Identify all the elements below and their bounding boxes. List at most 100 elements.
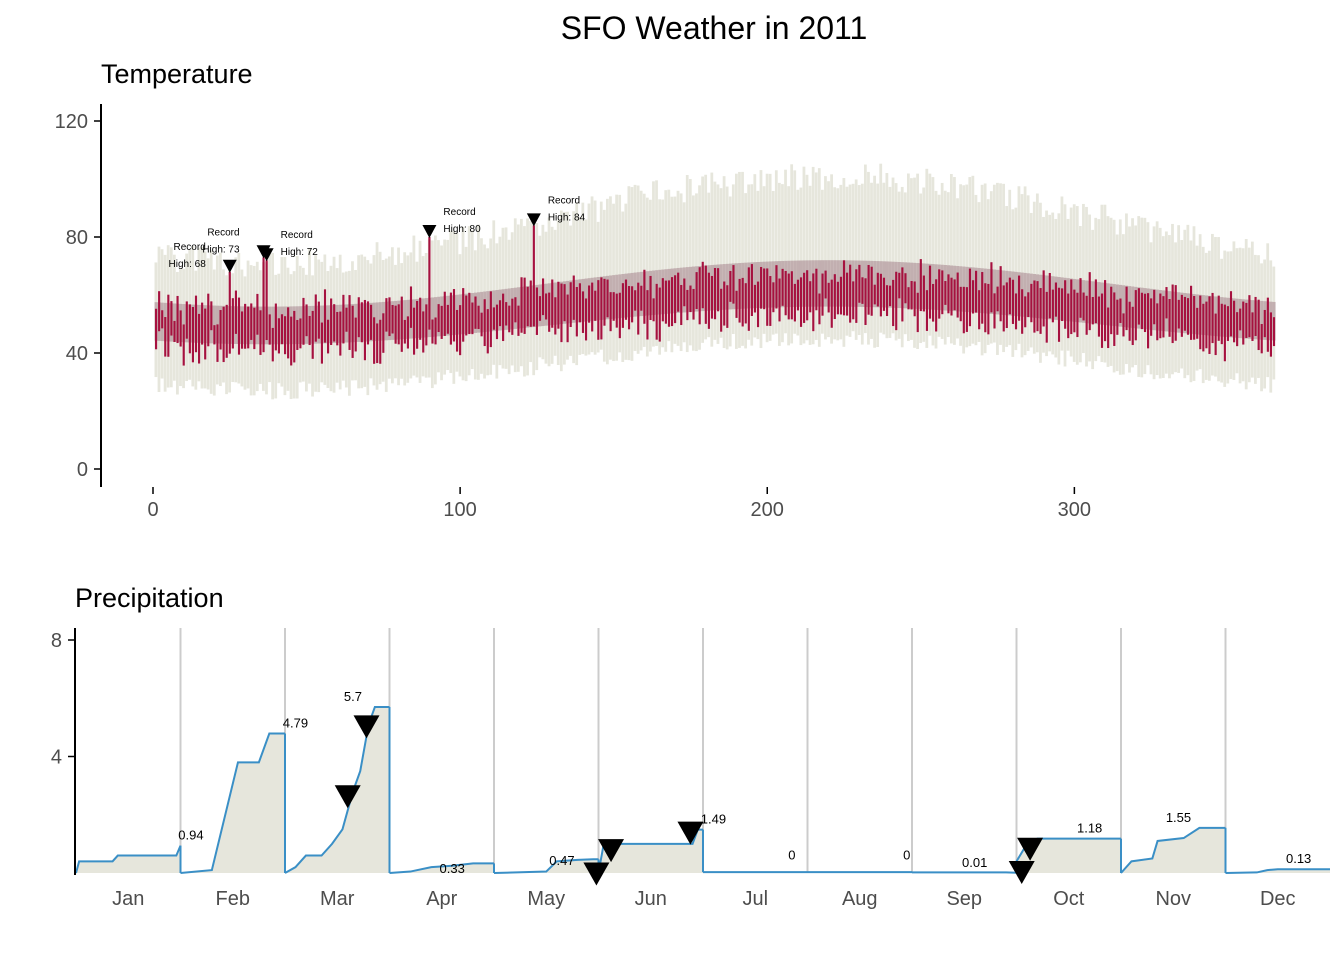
- record-high-marker: [526, 213, 541, 227]
- actual-temperature-bar: [698, 267, 701, 325]
- actual-temperature-bar: [824, 270, 827, 299]
- actual-temperature-bar: [191, 306, 195, 363]
- actual-temperature-bar: [775, 265, 778, 309]
- actual-temperature-bar: [744, 283, 747, 324]
- actual-temperature-bar: [1048, 272, 1051, 319]
- actual-temperature-bar: [455, 309, 459, 352]
- precip-area: [1016, 838, 1121, 873]
- actual-temperature-bar: [419, 297, 422, 340]
- actual-temperature-bar: [336, 311, 339, 346]
- actual-temperature-bar: [293, 310, 296, 363]
- actual-temperature-bar: [154, 308, 158, 350]
- record-range-bar: [1060, 196, 1064, 351]
- normal-range-bar: [1023, 272, 1027, 317]
- actual-temperature-bar: [222, 306, 225, 363]
- actual-temperature-bar: [541, 278, 545, 316]
- actual-temperature-bar: [1226, 306, 1230, 341]
- actual-temperature-bar: [864, 278, 867, 325]
- record-range-bar: [802, 166, 806, 344]
- actual-temperature-bar: [723, 281, 726, 326]
- actual-temperature-bar: [520, 277, 523, 333]
- actual-temperature-bar: [1091, 296, 1094, 325]
- actual-temperature-bar: [431, 319, 434, 344]
- record-range-bar: [774, 170, 778, 334]
- actual-temperature-bar: [505, 302, 508, 326]
- actual-temperature-bar: [1097, 296, 1101, 337]
- actual-temperature-bar: [161, 310, 164, 329]
- actual-temperature-bar: [882, 277, 886, 311]
- record-high-marker: [222, 259, 237, 273]
- precip-record-marker: [1017, 837, 1044, 861]
- precipitation-panel-title: Precipitation: [75, 583, 224, 613]
- actual-temperature-bar: [713, 267, 717, 320]
- record-range-bar: [805, 174, 809, 341]
- normal-range-bar: [916, 263, 920, 309]
- actual-temperature-bar: [477, 305, 480, 330]
- actual-temperature-bar: [1131, 306, 1134, 346]
- normal-range-bar: [1121, 285, 1126, 327]
- actual-temperature-bar: [416, 300, 419, 349]
- record-range-bar: [655, 180, 658, 346]
- precip-record-marker: [1008, 861, 1035, 884]
- normal-range-bar: [734, 263, 739, 310]
- record-range-bar: [830, 174, 833, 344]
- actual-temperature-bar: [686, 289, 689, 321]
- precip-record-marker: [677, 821, 704, 845]
- actual-temperature-bar: [839, 276, 843, 315]
- actual-temperature-bar: [560, 283, 563, 343]
- actual-temperature-bar: [1061, 288, 1064, 322]
- record-range-bar: [704, 174, 708, 340]
- record-high-label-line1: Record: [548, 195, 580, 206]
- actual-temperature-bar: [197, 313, 201, 364]
- actual-temperature-bar: [274, 303, 277, 351]
- actual-temperature-bar: [1119, 298, 1122, 323]
- actual-temperature-bar: [806, 270, 809, 321]
- actual-temperature-bar: [670, 277, 674, 327]
- month-label: May: [527, 888, 565, 910]
- monthly-total-label: 5.7: [344, 689, 362, 704]
- actual-temperature-bar: [1024, 296, 1027, 328]
- actual-temperature-bar: [1150, 298, 1153, 336]
- actual-temperature-bar: [1070, 279, 1073, 335]
- actual-temperature-bar: [849, 264, 852, 323]
- actual-temperature-bar: [551, 279, 554, 328]
- actual-temperature-bar: [201, 302, 204, 345]
- actual-temperature-bar: [732, 265, 735, 304]
- actual-temperature-bar: [382, 313, 385, 353]
- actual-temperature-bar: [498, 300, 502, 327]
- record-range-bar: [916, 173, 919, 349]
- actual-temperature-bar: [692, 288, 695, 320]
- actual-temperature-bar: [784, 270, 787, 316]
- record-range-bar: [765, 173, 769, 343]
- actual-temperature-bar: [947, 274, 950, 314]
- actual-temperature-bar: [581, 291, 585, 333]
- actual-temperature-bar: [655, 283, 658, 340]
- actual-temperature-bar: [422, 311, 425, 353]
- month-label: Aug: [842, 888, 878, 910]
- actual-temperature-bar: [363, 299, 366, 361]
- actual-temperature-bar: [1027, 292, 1030, 318]
- actual-temperature-bar: [750, 264, 753, 316]
- actual-temperature-bar: [634, 290, 637, 311]
- actual-temperature-bar: [1110, 286, 1113, 335]
- record-high-label-line1: Record: [443, 207, 475, 218]
- actual-temperature-bar: [532, 225, 535, 327]
- normal-range-bar: [480, 291, 484, 333]
- record-range-bar: [738, 171, 741, 348]
- actual-temperature-bar: [357, 297, 360, 338]
- actual-temperature-bar: [333, 304, 336, 342]
- actual-temperature-bar: [557, 281, 560, 329]
- normal-range-bar: [434, 297, 438, 337]
- monthly-total-label: 0.33: [440, 861, 465, 876]
- normal-range-bar: [719, 264, 723, 310]
- actual-temperature-bar: [842, 260, 846, 316]
- normal-range-bar: [1260, 300, 1264, 340]
- record-range-bar: [854, 179, 858, 340]
- actual-temperature-bar: [569, 282, 572, 328]
- actual-temperature-bar: [1002, 285, 1005, 332]
- actual-temperature-bar: [452, 289, 456, 342]
- actual-temperature-bar: [895, 271, 898, 331]
- actual-temperature-bar: [1011, 279, 1015, 324]
- actual-temperature-bar: [1107, 307, 1110, 349]
